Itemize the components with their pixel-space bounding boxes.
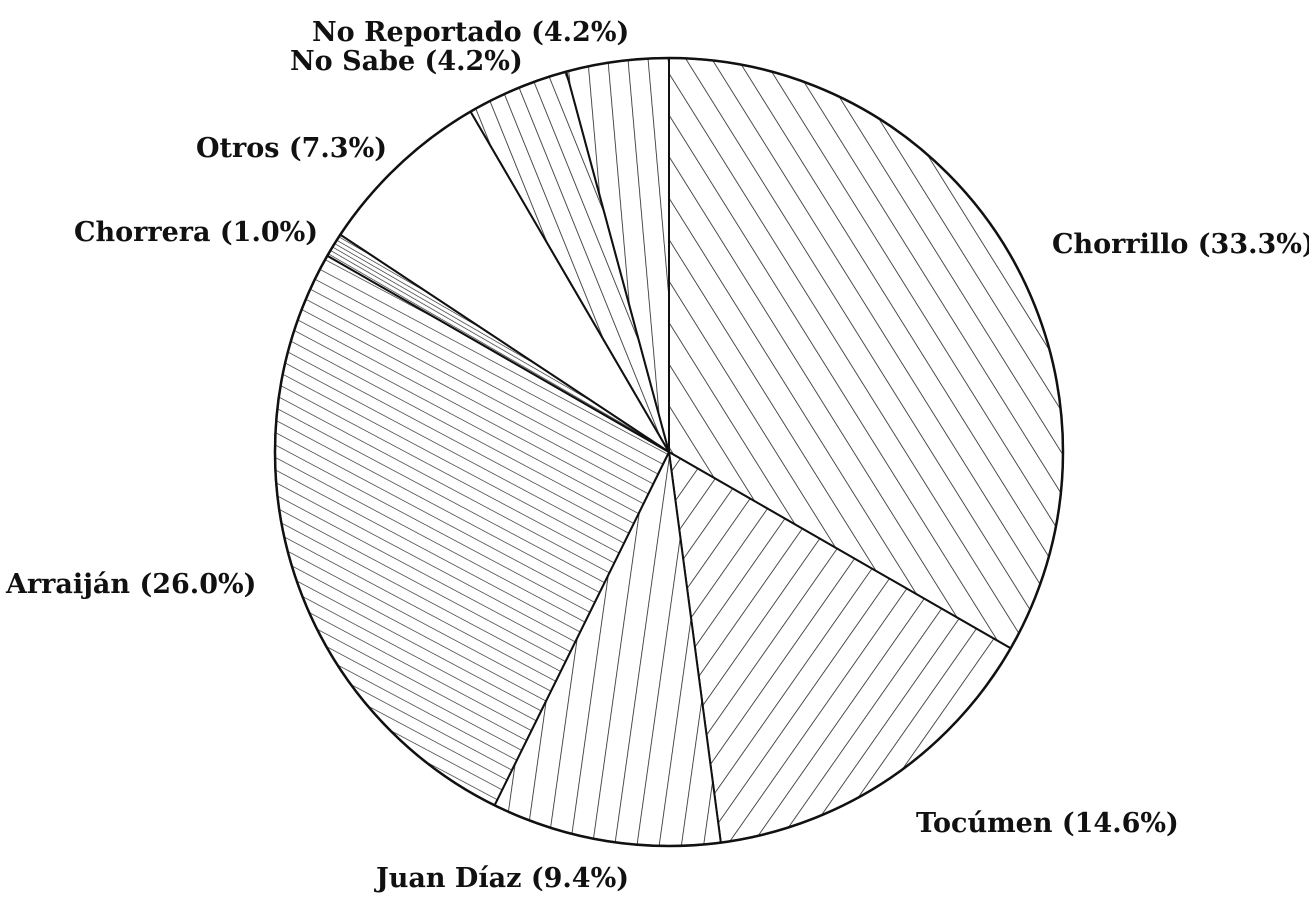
slice-label-chorrillo: Chorrillo (33.3%) xyxy=(1052,229,1309,260)
slice-label-no-reportado: No Reportado (4.2%) xyxy=(312,17,629,48)
slice-label-chorrera: Chorrera (1.0%) xyxy=(74,217,318,248)
pie-outline xyxy=(273,56,1065,848)
slice-label-no-sabe: No Sabe (4.2%) xyxy=(290,46,523,77)
slice-label-arraij-n: Arraiján (26.0%) xyxy=(5,569,256,600)
slice-label-otros: Otros (7.3%) xyxy=(196,133,387,164)
pie-slices xyxy=(273,56,1065,848)
slice-label-toc-men: Tocúmen (14.6%) xyxy=(916,808,1179,839)
slice-label-juan-d-az: Juan Díaz (9.4%) xyxy=(374,863,629,894)
pie-labels: Chorrillo (33.3%) Tocúmen (14.6%) Juan Día… xyxy=(5,17,1309,894)
